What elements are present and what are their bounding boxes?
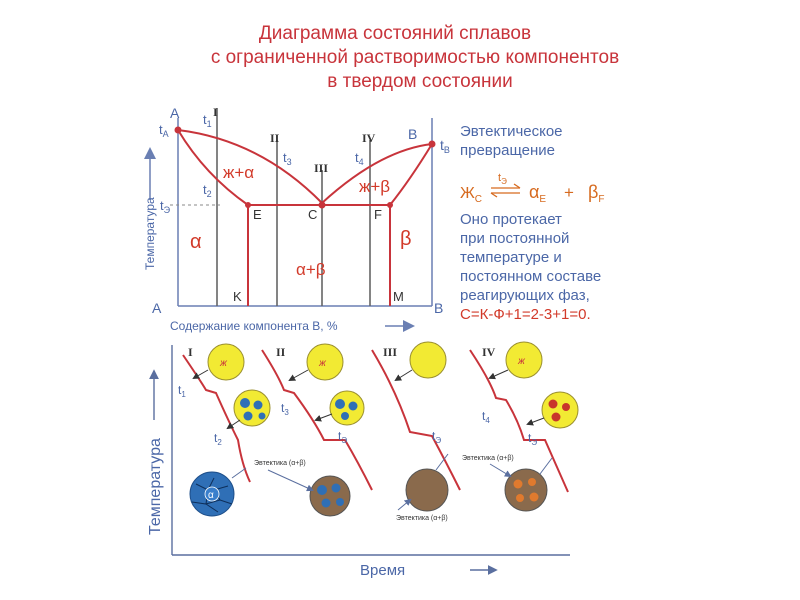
side-heading-1: Эвтектическое xyxy=(460,123,563,140)
side-line-2: при постоянной xyxy=(460,230,570,247)
side-line-5: реагирующих фаз, xyxy=(460,287,590,304)
corner-A-bottom: A xyxy=(152,300,162,316)
label-t2: t2 xyxy=(203,182,212,199)
micro-I-liquid-alpha xyxy=(226,389,271,430)
letter-E: E xyxy=(253,207,262,222)
liquidus-right xyxy=(321,143,433,204)
cooling-curve-II xyxy=(261,349,373,491)
title-line-2: с ограниченной растворимостью компоненто… xyxy=(210,47,620,68)
cc-tE-II: tЭ xyxy=(338,429,347,445)
micro-I-liquid: ж xyxy=(192,343,245,381)
side-explanation: Эвтектическое превращение Оно протекает … xyxy=(460,122,640,324)
side-line-1: Оно протекает xyxy=(460,211,562,228)
reaction-alpha: αE xyxy=(529,182,546,205)
cc-tE-IV: tЭ xyxy=(528,431,537,447)
corner-A-top: A xyxy=(170,105,180,121)
region-alpha: α xyxy=(190,231,202,253)
region-liquid-alpha: ж+α xyxy=(223,163,254,182)
solidus-left xyxy=(177,129,249,206)
cooling-curve-III xyxy=(371,349,461,491)
cc-label-II: II xyxy=(276,345,286,359)
reaction-plus: + xyxy=(564,183,574,202)
page-title: Диаграмма состояний сплавов с ограниченн… xyxy=(0,22,800,94)
corner-B-bottom: B xyxy=(434,300,443,316)
point-tA xyxy=(174,126,182,134)
micro-II-liquid: ж xyxy=(288,343,344,381)
reaction-beta: βF xyxy=(588,182,604,205)
micro-IV-beta-eutectic xyxy=(504,457,553,512)
cc-label-I: I xyxy=(188,345,193,359)
point-C xyxy=(318,201,326,209)
liquidus-left xyxy=(177,129,323,204)
letter-K: K xyxy=(233,289,242,304)
letter-M: M xyxy=(393,289,404,304)
alloy-numeral-III: III xyxy=(314,161,328,175)
cooling-curves: Температура Время I II III IV t1 t2 t3 t… xyxy=(147,341,579,579)
side-line-4: постоянном составе xyxy=(460,268,602,285)
eutectic-label-IV: Эвтектика (α+β) xyxy=(462,455,514,462)
cooling-curve-IV xyxy=(469,349,569,493)
point-F xyxy=(387,202,393,208)
cc-y-axis-label: Температура xyxy=(147,438,164,535)
cc-t2: t2 xyxy=(214,431,222,447)
title-line-3: в твердом состоянии xyxy=(327,71,513,92)
eutectic-arrow-III xyxy=(397,498,412,511)
point-tB xyxy=(428,140,436,148)
side-line-3: температуре и xyxy=(460,249,562,266)
corner-B-top: B xyxy=(408,126,417,142)
alloy-numeral-IV: IV xyxy=(362,131,376,145)
label-tB: tB xyxy=(440,137,450,155)
label-t4: t4 xyxy=(355,150,364,167)
svg-text:ж: ж xyxy=(517,356,526,367)
micro-IV-liquid-beta xyxy=(526,391,579,429)
region-liquid-beta: ж+β xyxy=(359,177,390,196)
point-E xyxy=(245,202,251,208)
label-t1: t1 xyxy=(203,112,212,129)
cc-tE-III: tЭ xyxy=(432,429,441,445)
micro-IV-liquid: ж xyxy=(488,341,543,380)
eutectic-label-III: Эвтектика (α+β) xyxy=(396,515,448,522)
micro-II-alpha-eutectic xyxy=(309,475,351,517)
phase-rule: С=К-Ф+1=2-3+1=0. xyxy=(460,306,591,323)
region-beta: β xyxy=(400,228,412,250)
reaction-spacer xyxy=(460,166,640,206)
micro-III-liquid xyxy=(394,341,447,382)
cc-x-axis-label: Время xyxy=(360,562,405,579)
label-tE: tЭ xyxy=(160,198,171,215)
svg-text:α: α xyxy=(208,490,214,501)
svg-text:ж: ж xyxy=(219,358,228,369)
y-axis-label: Температура xyxy=(143,197,157,270)
region-alpha-beta: α+β xyxy=(296,260,326,279)
reaction-liquid: ЖC xyxy=(460,185,482,205)
cc-t1: t1 xyxy=(178,383,186,399)
phase-diagram: A B A B tA tB t1 t2 t3 t4 tЭ E C F K M I… xyxy=(143,105,450,333)
side-heading-2: превращение xyxy=(460,142,555,159)
micro-III-eutectic xyxy=(405,453,449,512)
title-line-1: Диаграмма состояний сплавов xyxy=(258,23,532,44)
eutectic-arrow-II xyxy=(267,469,314,492)
label-t3: t3 xyxy=(283,150,292,167)
alloy-numeral-II: II xyxy=(270,131,280,145)
solidus-right xyxy=(389,143,433,206)
alloy-numeral-I: I xyxy=(213,105,218,119)
x-axis-label: Содержание компонента B, % xyxy=(170,319,338,333)
cc-t3: t3 xyxy=(281,401,289,417)
eutectic-reaction: ЖC tЭ αE + βF xyxy=(460,172,604,205)
letter-F: F xyxy=(374,207,382,222)
cc-label-III: III xyxy=(383,345,397,359)
micro-II-liquid-alpha xyxy=(314,390,365,426)
letter-C: C xyxy=(308,207,317,222)
cc-t4: t4 xyxy=(482,409,490,425)
svg-text:ж: ж xyxy=(318,358,327,369)
micro-I-alpha-grains: α xyxy=(189,467,247,517)
reaction-temp-label: tЭ xyxy=(498,172,507,186)
label-tA: tA xyxy=(159,122,169,139)
eutectic-arrow-IV xyxy=(489,463,512,478)
eutectic-label-II: Эвтектика (α+β) xyxy=(254,460,306,467)
cc-label-IV: IV xyxy=(482,345,496,359)
